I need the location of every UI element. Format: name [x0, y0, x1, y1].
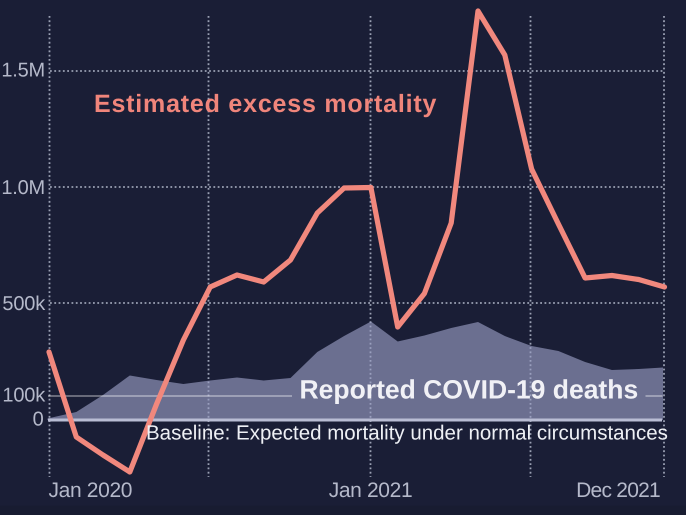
svg-text:500k: 500k	[2, 293, 46, 315]
svg-text:100k: 100k	[2, 385, 46, 407]
svg-text:1.5M: 1.5M	[1, 60, 45, 82]
svg-text:0: 0	[33, 409, 44, 431]
svg-text:Reported COVID-19 deaths: Reported COVID-19 deaths	[300, 375, 639, 405]
svg-text:Jan 2021: Jan 2021	[329, 479, 413, 502]
svg-text:Baseline: Expected mortality u: Baseline: Expected mortality under norma…	[146, 422, 668, 445]
svg-text:Jan 2020: Jan 2020	[49, 479, 133, 502]
svg-text:Estimated excess mortality: Estimated excess mortality	[94, 90, 437, 118]
svg-text:Dec 2021: Dec 2021	[576, 479, 660, 502]
svg-text:1.0M: 1.0M	[1, 177, 45, 199]
